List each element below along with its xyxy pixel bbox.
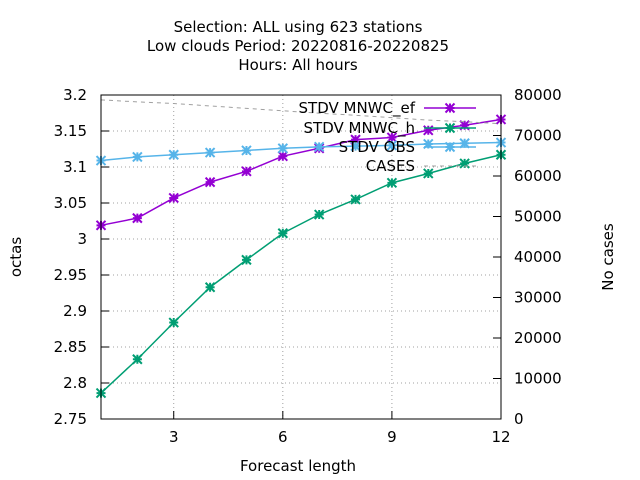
legend-label-1: STDV MNWC_ef [299,99,416,118]
y2-tick-label: 50000 [514,208,562,226]
y-tick-label: 3.2 [63,86,87,104]
x-tick-label: 6 [278,428,288,446]
x-axis-label: Forecast length [240,457,356,475]
series-2-point [168,317,179,328]
series-1-point [241,166,252,177]
series-line-3 [100,141,502,162]
chart-title-line-1: Selection: ALL using 623 stations [174,18,423,36]
legend-marker-3 [444,141,456,153]
chart-title-line-3: Hours: All hours [238,56,357,74]
series-3-point [313,141,325,153]
series-3-point [204,147,216,158]
series-1-point [204,176,216,188]
series-3-point [277,143,289,154]
series-3-point [168,149,179,160]
series-2-point [386,177,398,189]
series-3-point [423,138,434,150]
series-line-2 [100,154,502,394]
y-tick-label: 2.95 [54,266,87,284]
series-2-point [459,158,470,169]
series-2-point [350,194,361,205]
y-tick-label: 3 [77,230,87,248]
series-2-point [204,282,216,293]
series-line-4 [100,99,502,125]
y2-tick-label: 0 [514,410,524,428]
series-2-point [277,228,289,239]
y-tick-label: 3.15 [54,122,87,140]
y-axis-label: octas [7,237,25,277]
chart-title-line-2: Low clouds Period: 20220816-20220825 [147,37,449,55]
y-tick-label: 2.9 [63,302,87,320]
series-2-point [241,254,252,266]
series-1-point [386,132,398,143]
legend-label-3: STDV OBS [339,138,415,156]
y2-tick-label: 20000 [514,329,562,347]
y2-tick-label: 80000 [514,86,562,104]
series-1-point [350,134,361,145]
legend-label-2: STDV MNWC_h [304,119,415,138]
series-3-point [241,145,252,156]
y-tick-label: 3.05 [54,194,87,212]
y2-tick-label: 40000 [514,248,562,266]
grid [101,95,501,419]
y2-tick-label: 60000 [514,167,562,185]
series-1-point [459,120,470,131]
series-3-point [386,140,398,151]
legend-marker-1 [444,102,456,114]
legend-label-4: CASES [366,157,415,175]
series-3-point [459,138,470,149]
series-layer [95,99,507,399]
x-tick-label: 3 [169,428,179,446]
y2-tick-label: 30000 [514,289,562,307]
series-2-point [132,354,143,365]
y2-tick-label: 10000 [514,370,562,388]
y-tick-label: 2.75 [54,410,87,428]
y-tick-label: 2.8 [63,374,87,392]
ticks: 2.75 2.8 2.85 2.9 2.95 3 3.05 3.1 3.15 3.2 0 10000 2… [54,86,562,446]
x-tick-label: 9 [387,428,397,446]
x-tick-label: 12 [491,428,510,446]
series-1-point [132,212,143,224]
series-2-point [423,168,434,179]
series-1-point [277,150,289,162]
y-tick-label: 2.85 [54,338,87,356]
series-1-point [168,192,179,204]
series-1-point [423,125,434,136]
series-3-point [350,140,361,152]
series-line-1 [100,118,502,227]
y2-axis-label: No cases [599,223,617,291]
series-2-point [313,209,325,220]
y2-tick-label: 70000 [514,127,562,145]
legend-marker-2 [444,122,456,134]
series-3-point [132,151,143,163]
y-tick-label: 3.1 [63,158,87,176]
